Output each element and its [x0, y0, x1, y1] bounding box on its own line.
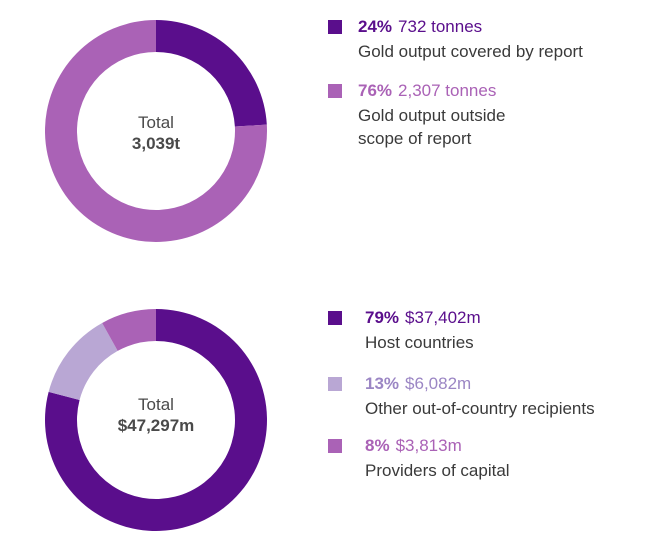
gold-output-chart: Total 3,039t 24% 732 tonnes Gold output c… — [0, 0, 654, 270]
legend-percent: 76% — [358, 81, 393, 100]
center-label-total: Total — [138, 113, 174, 132]
donut-center-label-1: Total 3,039t — [106, 112, 206, 154]
legend-value-line: 24% 732 tonnes — [358, 16, 482, 38]
legend-value-line: 8% $3,813m — [365, 435, 462, 457]
donut-center-label-2: Total $47,297m — [96, 394, 216, 436]
donut-slice — [102, 309, 156, 351]
legend-swatch — [328, 377, 342, 391]
legend-percent: 8% — [365, 436, 390, 455]
donut-slice — [48, 322, 118, 400]
legend-description-line: Gold output outside — [358, 106, 506, 125]
legend-value: $6,082m — [405, 374, 472, 393]
donut-slice — [156, 20, 267, 127]
legend-description-line: Host countries — [365, 333, 474, 352]
legend-value: 2,307 tonnes — [398, 81, 497, 100]
legend-percent: 13% — [365, 374, 400, 393]
legend-description-line: Gold output covered by report — [358, 42, 583, 61]
legend-swatch — [328, 20, 342, 34]
legend-description: Host countries — [365, 331, 474, 354]
donut-chart-2 — [44, 309, 268, 531]
legend-value: $37,402m — [405, 308, 481, 327]
center-label-value: 3,039t — [131, 134, 181, 153]
legend-value-line: 79% $37,402m — [365, 307, 481, 329]
legend-description-line: Other out-of-country recipients — [365, 399, 595, 418]
legend-swatch — [328, 439, 342, 453]
legend-swatch — [328, 84, 342, 98]
legend-value: $3,813m — [395, 436, 462, 455]
legend-value: 732 tonnes — [398, 17, 483, 36]
legend-percent: 24% — [358, 17, 393, 36]
legend-value-line: 76% 2,307 tonnes — [358, 80, 496, 102]
legend-value-line: 13% $6,082m — [365, 373, 471, 395]
center-label-total: Total — [138, 395, 174, 414]
legend-swatch — [328, 311, 342, 325]
payments-distribution-chart: Total $47,297m 79% $37,402m Host countrie… — [0, 280, 654, 548]
legend-description: Other out-of-country recipients — [365, 397, 595, 420]
legend-description: Providers of capital — [365, 459, 510, 482]
legend-description: Gold output outside scope of report — [358, 104, 505, 150]
donut-chart-1 — [45, 20, 267, 242]
legend-description-line: scope of report — [358, 129, 472, 148]
legend-percent: 79% — [365, 308, 400, 327]
legend-description-line: Providers of capital — [365, 461, 510, 480]
center-label-value: $47,297m — [117, 416, 195, 435]
legend-description: Gold output covered by report — [358, 40, 583, 63]
